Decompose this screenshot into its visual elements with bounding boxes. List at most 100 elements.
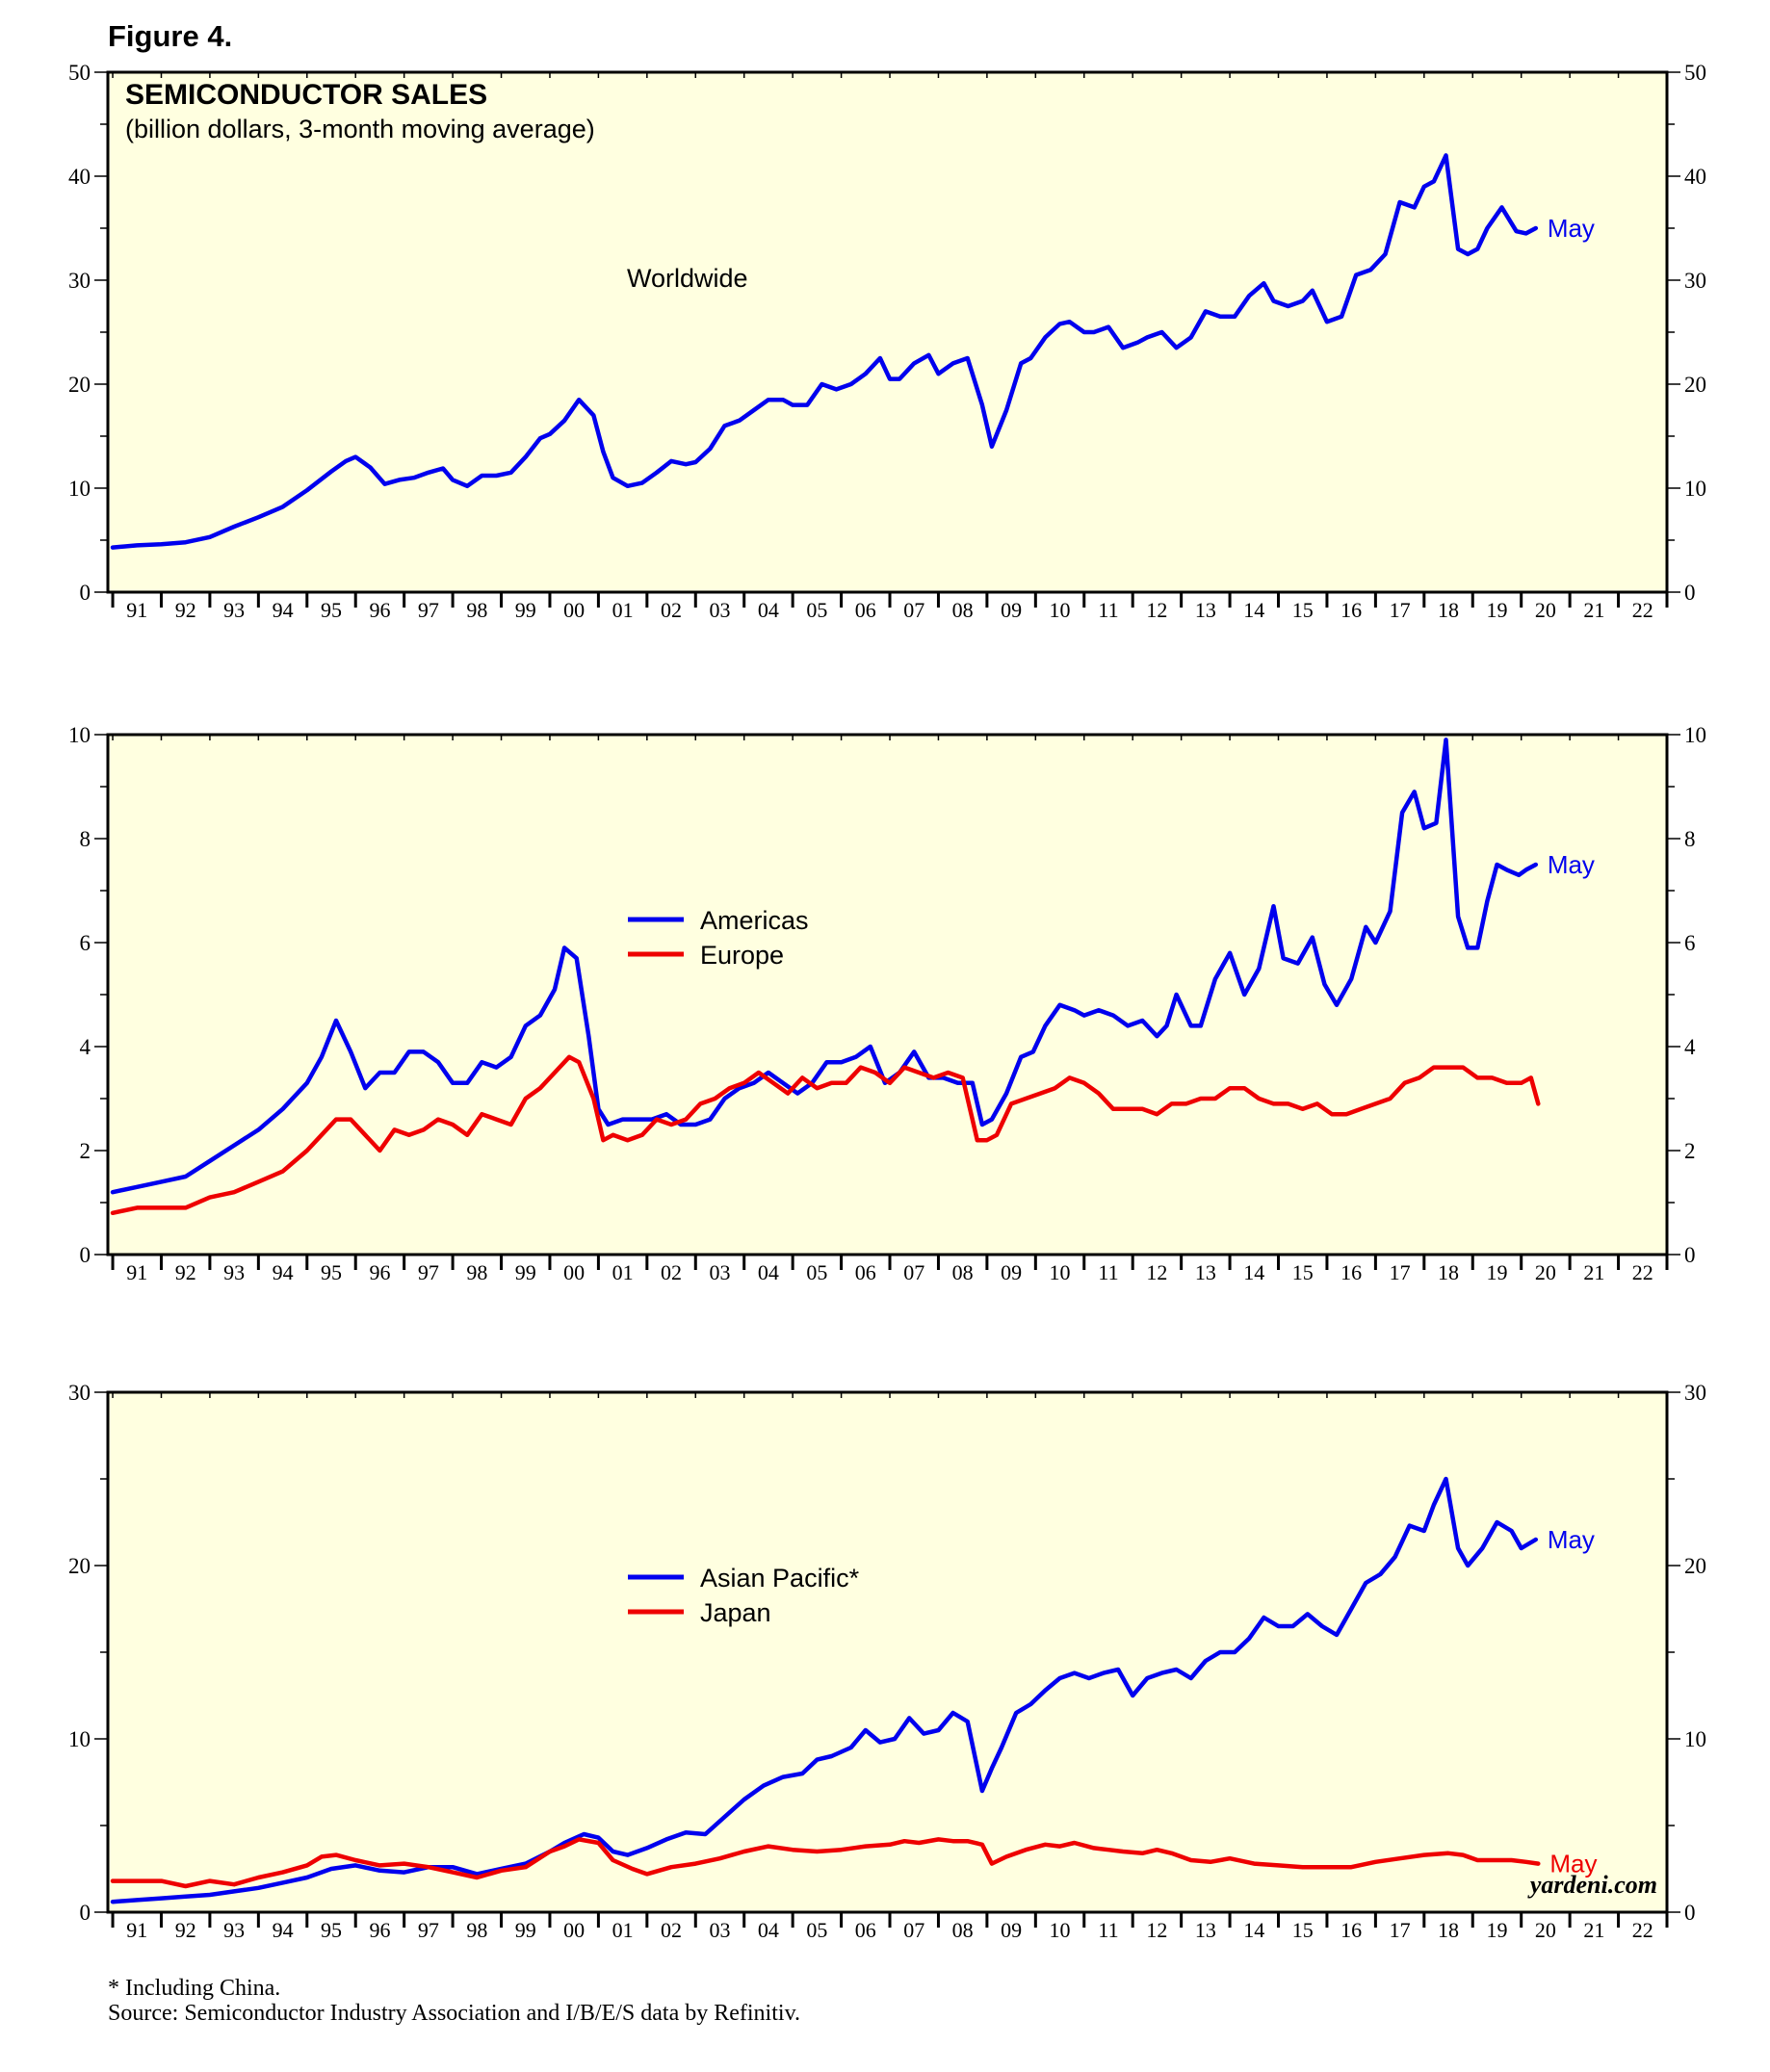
y-tick-label-left: 0 bbox=[80, 581, 91, 605]
y-tick-label-right: 30 bbox=[1684, 269, 1706, 293]
x-tick-label: 13 bbox=[1195, 1918, 1216, 1942]
x-tick-label: 17 bbox=[1390, 598, 1411, 622]
x-tick-label: 22 bbox=[1632, 1260, 1653, 1284]
x-tick-label: 20 bbox=[1535, 598, 1556, 622]
chart-subtitle: (billion dollars, 3-month moving average… bbox=[125, 115, 595, 143]
x-tick-label: 01 bbox=[612, 598, 634, 622]
x-tick-label: 11 bbox=[1098, 1260, 1118, 1284]
y-tick-label-right: 10 bbox=[1684, 477, 1706, 501]
x-tick-label: 11 bbox=[1098, 1918, 1118, 1942]
x-tick-label: 02 bbox=[661, 598, 682, 622]
x-tick-label: 07 bbox=[903, 598, 924, 622]
x-tick-label: 11 bbox=[1098, 598, 1118, 622]
x-tick-label: 92 bbox=[175, 1918, 196, 1942]
y-tick-label-left: 2 bbox=[80, 1139, 91, 1163]
x-tick-label: 05 bbox=[806, 1918, 827, 1942]
x-tick-label: 21 bbox=[1583, 1918, 1604, 1942]
x-tick-label: 09 bbox=[1001, 598, 1022, 622]
y-tick-label-left: 8 bbox=[80, 827, 91, 851]
x-tick-label: 91 bbox=[126, 598, 147, 622]
x-tick-label: 19 bbox=[1486, 1260, 1507, 1284]
x-tick-label: 00 bbox=[563, 1260, 585, 1284]
series-line-worldwide bbox=[110, 153, 1539, 550]
x-tick-label: 15 bbox=[1292, 598, 1314, 622]
series-label-worldwide: Worldwide bbox=[627, 264, 748, 293]
x-tick-label: 14 bbox=[1243, 1918, 1264, 1942]
x-tick-label: 96 bbox=[369, 1918, 390, 1942]
x-tick-label: 16 bbox=[1341, 1260, 1362, 1284]
y-tick-label-left: 10 bbox=[68, 723, 91, 747]
footnote-including-china: * Including China. bbox=[108, 1976, 281, 2001]
x-tick-label: 12 bbox=[1146, 598, 1167, 622]
x-tick-label: 02 bbox=[661, 1918, 682, 1942]
legend-label: Europe bbox=[700, 941, 784, 970]
y-tick-label-right: 40 bbox=[1684, 165, 1706, 189]
x-tick-label: 08 bbox=[952, 1918, 974, 1942]
x-tick-label: 97 bbox=[418, 598, 439, 622]
x-tick-label: 16 bbox=[1341, 1918, 1362, 1942]
plot-area bbox=[106, 1390, 1669, 1914]
end-label-may: May bbox=[1548, 214, 1595, 243]
x-tick-label: 18 bbox=[1438, 598, 1459, 622]
x-tick-label: 22 bbox=[1632, 598, 1653, 622]
x-tick-label: 91 bbox=[126, 1260, 147, 1284]
x-tick-label: 22 bbox=[1632, 1918, 1653, 1942]
x-tick-label: 21 bbox=[1583, 1260, 1604, 1284]
y-tick-label-left: 4 bbox=[80, 1035, 91, 1059]
y-tick-label-left: 0 bbox=[80, 1243, 91, 1267]
x-tick-label: 20 bbox=[1535, 1260, 1556, 1284]
y-tick-label-right: 6 bbox=[1684, 931, 1696, 955]
x-tick-label: 08 bbox=[952, 598, 974, 622]
x-tick-label: 00 bbox=[563, 1918, 585, 1942]
y-tick-label-left: 30 bbox=[68, 269, 91, 293]
y-tick-label-right: 8 bbox=[1684, 827, 1696, 851]
x-tick-label: 01 bbox=[612, 1260, 634, 1284]
x-tick-label: 13 bbox=[1195, 1260, 1216, 1284]
end-label-may-red: May bbox=[1549, 1850, 1597, 1878]
x-tick-label: 05 bbox=[806, 598, 827, 622]
x-tick-label: 18 bbox=[1438, 1260, 1459, 1284]
x-tick-label: 08 bbox=[952, 1260, 974, 1284]
x-tick-label: 94 bbox=[273, 1260, 294, 1284]
x-tick-label: 19 bbox=[1486, 1918, 1507, 1942]
legend-label: Americas bbox=[700, 906, 809, 935]
x-tick-label: 01 bbox=[612, 1918, 634, 1942]
x-tick-label: 98 bbox=[466, 598, 487, 622]
x-tick-label: 14 bbox=[1243, 598, 1264, 622]
x-tick-label: 99 bbox=[515, 1918, 536, 1942]
x-tick-label: 03 bbox=[709, 598, 730, 622]
x-tick-label: 15 bbox=[1292, 1918, 1314, 1942]
x-tick-label: 95 bbox=[321, 1918, 342, 1942]
source-note: Source: Semiconductor Industry Associati… bbox=[108, 2001, 801, 2026]
y-tick-label-left: 50 bbox=[68, 61, 91, 85]
y-tick-label-right: 0 bbox=[1684, 1243, 1696, 1267]
plot-area bbox=[106, 70, 1669, 594]
series-line-americas bbox=[110, 738, 1539, 1195]
end-label-may-blue: May bbox=[1548, 1525, 1595, 1554]
y-tick-label-right: 10 bbox=[1684, 723, 1706, 747]
x-tick-label: 04 bbox=[758, 1918, 779, 1942]
x-tick-label: 97 bbox=[418, 1260, 439, 1284]
x-tick-label: 21 bbox=[1583, 598, 1604, 622]
series-line-japan bbox=[110, 1837, 1541, 1889]
y-tick-label-right: 0 bbox=[1684, 1901, 1696, 1925]
x-tick-label: 94 bbox=[273, 598, 294, 622]
y-tick-label-right: 50 bbox=[1684, 61, 1706, 85]
x-tick-label: 96 bbox=[369, 1260, 390, 1284]
y-tick-label-left: 10 bbox=[68, 477, 91, 501]
x-tick-label: 03 bbox=[709, 1260, 730, 1284]
legend-label: Japan bbox=[700, 1598, 771, 1627]
y-tick-label-left: 20 bbox=[68, 373, 91, 397]
y-tick-label-left: 30 bbox=[68, 1381, 91, 1405]
x-tick-label: 07 bbox=[903, 1918, 924, 1942]
x-tick-label: 12 bbox=[1146, 1260, 1167, 1284]
y-tick-label-left: 20 bbox=[68, 1554, 91, 1578]
x-tick-label: 09 bbox=[1001, 1918, 1022, 1942]
x-tick-label: 98 bbox=[466, 1918, 487, 1942]
x-tick-label: 99 bbox=[515, 598, 536, 622]
x-tick-label: 06 bbox=[855, 1918, 876, 1942]
x-tick-label: 06 bbox=[855, 1260, 876, 1284]
